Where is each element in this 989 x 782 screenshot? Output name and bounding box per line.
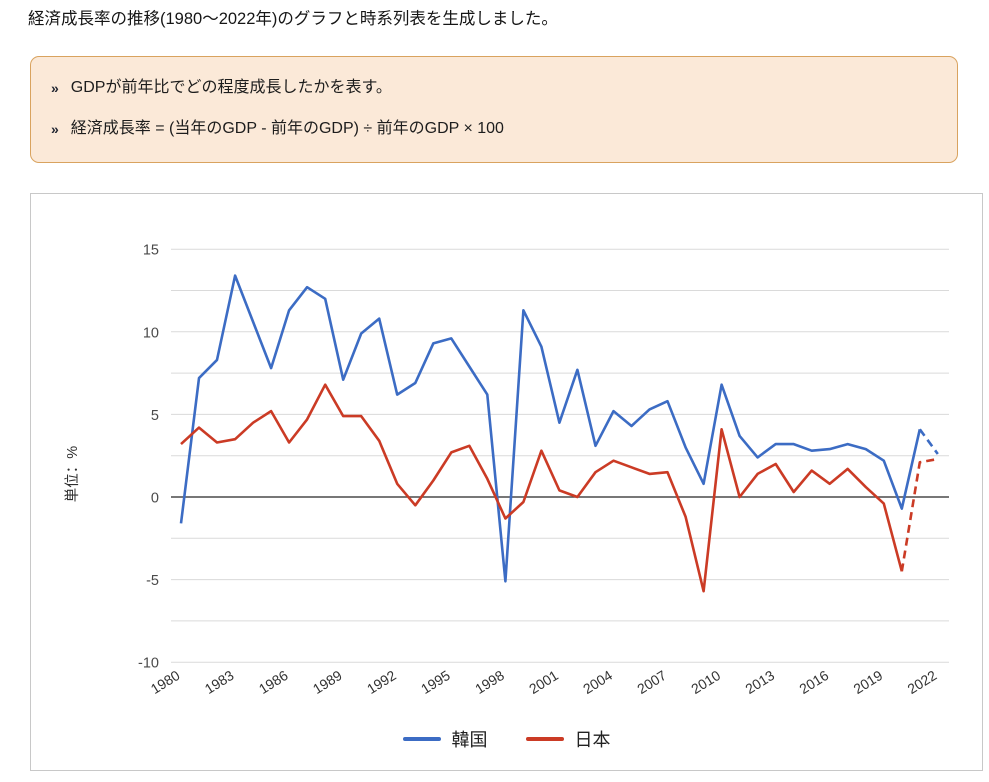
svg-text:5: 5 — [151, 408, 159, 424]
note-text-growth-formula: 経済成長率 = (当年のGDP - 前年のGDP) ÷ 前年のGDP × 100 — [70, 120, 504, 138]
bullet-arrow-icon: » — [51, 121, 59, 138]
svg-text:-10: -10 — [138, 656, 159, 672]
note-box: » GDPが前年比でどの程度成長したかを表す。 » 経済成長率 = (当年のGD… — [30, 56, 958, 164]
note-row: » GDPが前年比でどの程度成長したかを表す。 — [51, 77, 933, 99]
svg-text:1998: 1998 — [472, 667, 507, 697]
svg-text:-5: -5 — [146, 573, 159, 589]
svg-text:2010: 2010 — [688, 667, 723, 697]
bullet-arrow-icon: » — [51, 80, 59, 97]
svg-text:1995: 1995 — [418, 667, 453, 697]
svg-text:1992: 1992 — [364, 667, 399, 697]
svg-text:1986: 1986 — [256, 667, 291, 697]
page-title: 経済成長率の推移(1980〜2022年)のグラフと時系列表を生成しました。 — [28, 10, 558, 28]
svg-text:2019: 2019 — [850, 667, 885, 697]
svg-text:0: 0 — [151, 491, 159, 507]
note-row: » 経済成長率 = (当年のGDP - 前年のGDP) ÷ 前年のGDP × 1… — [51, 118, 933, 140]
svg-text:2022: 2022 — [905, 667, 940, 697]
svg-text:2007: 2007 — [634, 667, 669, 697]
svg-text:2013: 2013 — [742, 667, 777, 697]
svg-text:1983: 1983 — [202, 667, 237, 697]
note-text-gdp-definition: GDPが前年比でどの程度成長したかを表す。 — [70, 79, 392, 97]
growth-rate-chart-panel: 15 10 5 0 -5 -10 1980 1983 1986 1989 1992 1995 1998 2… — [30, 193, 983, 772]
svg-text:2001: 2001 — [526, 667, 561, 697]
svg-text:10: 10 — [143, 326, 159, 342]
svg-text:単位：%: 単位：% — [64, 446, 81, 502]
svg-text:15: 15 — [143, 243, 159, 259]
svg-text:2004: 2004 — [580, 667, 615, 697]
svg-text:2016: 2016 — [796, 667, 831, 697]
svg-text:1989: 1989 — [310, 667, 345, 697]
